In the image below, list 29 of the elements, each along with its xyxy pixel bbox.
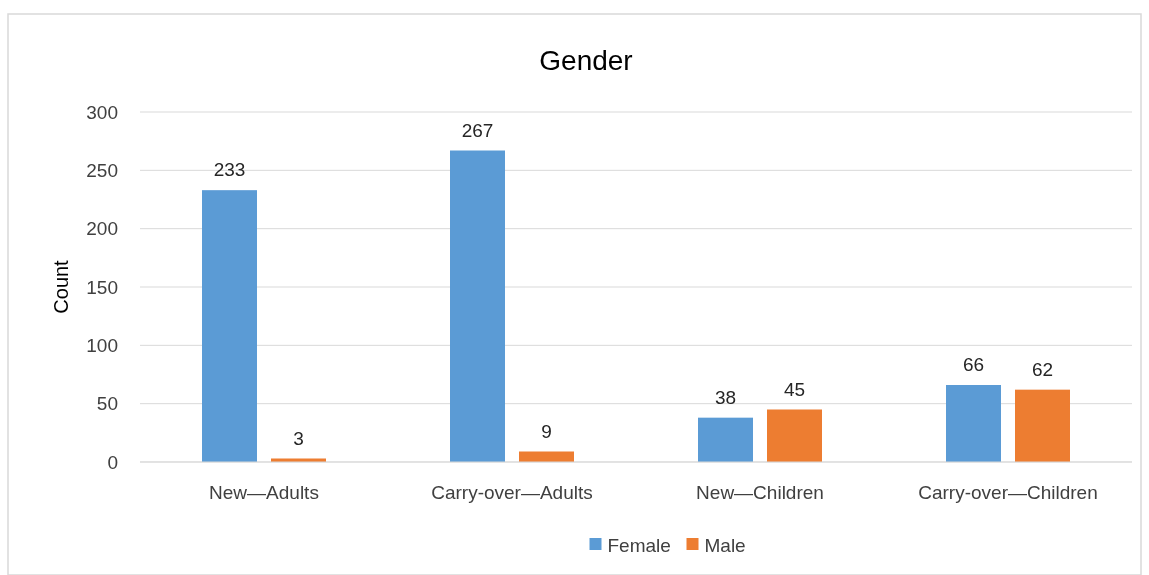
bar [450,150,505,462]
bar [202,190,257,462]
bar [946,385,1001,462]
x-tick-label: Carry-over—Adults [431,482,593,503]
data-label: 38 [714,386,737,408]
data-label: 233 [213,159,246,181]
bar [698,417,753,462]
data-label: 62 [1031,358,1054,380]
x-tick-label: New—Children [696,482,824,503]
legend-label: Male [704,534,746,556]
legend-label: Female [607,534,671,556]
x-tick-label: New—Adults [209,482,319,503]
bar [767,409,822,462]
bar [1015,389,1070,462]
data-label: 3 [293,427,304,449]
y-tick-label: 50 [96,393,118,415]
data-label: 45 [783,378,806,400]
x-tick-label: Carry-over—Children [918,482,1098,503]
y-tick-label: 0 [107,451,118,473]
data-label: 66 [962,354,985,375]
y-tick-label: 300 [86,101,118,123]
y-tick-label: 100 [86,334,118,356]
y-tick-label: 200 [86,218,118,240]
y-tick-label: 150 [86,276,118,298]
chart-title: Gender [539,45,633,76]
data-label: 267 [461,119,494,141]
y-axis-title: Count [50,259,72,314]
y-tick-label: 250 [86,159,118,181]
data-label: 9 [541,420,552,442]
